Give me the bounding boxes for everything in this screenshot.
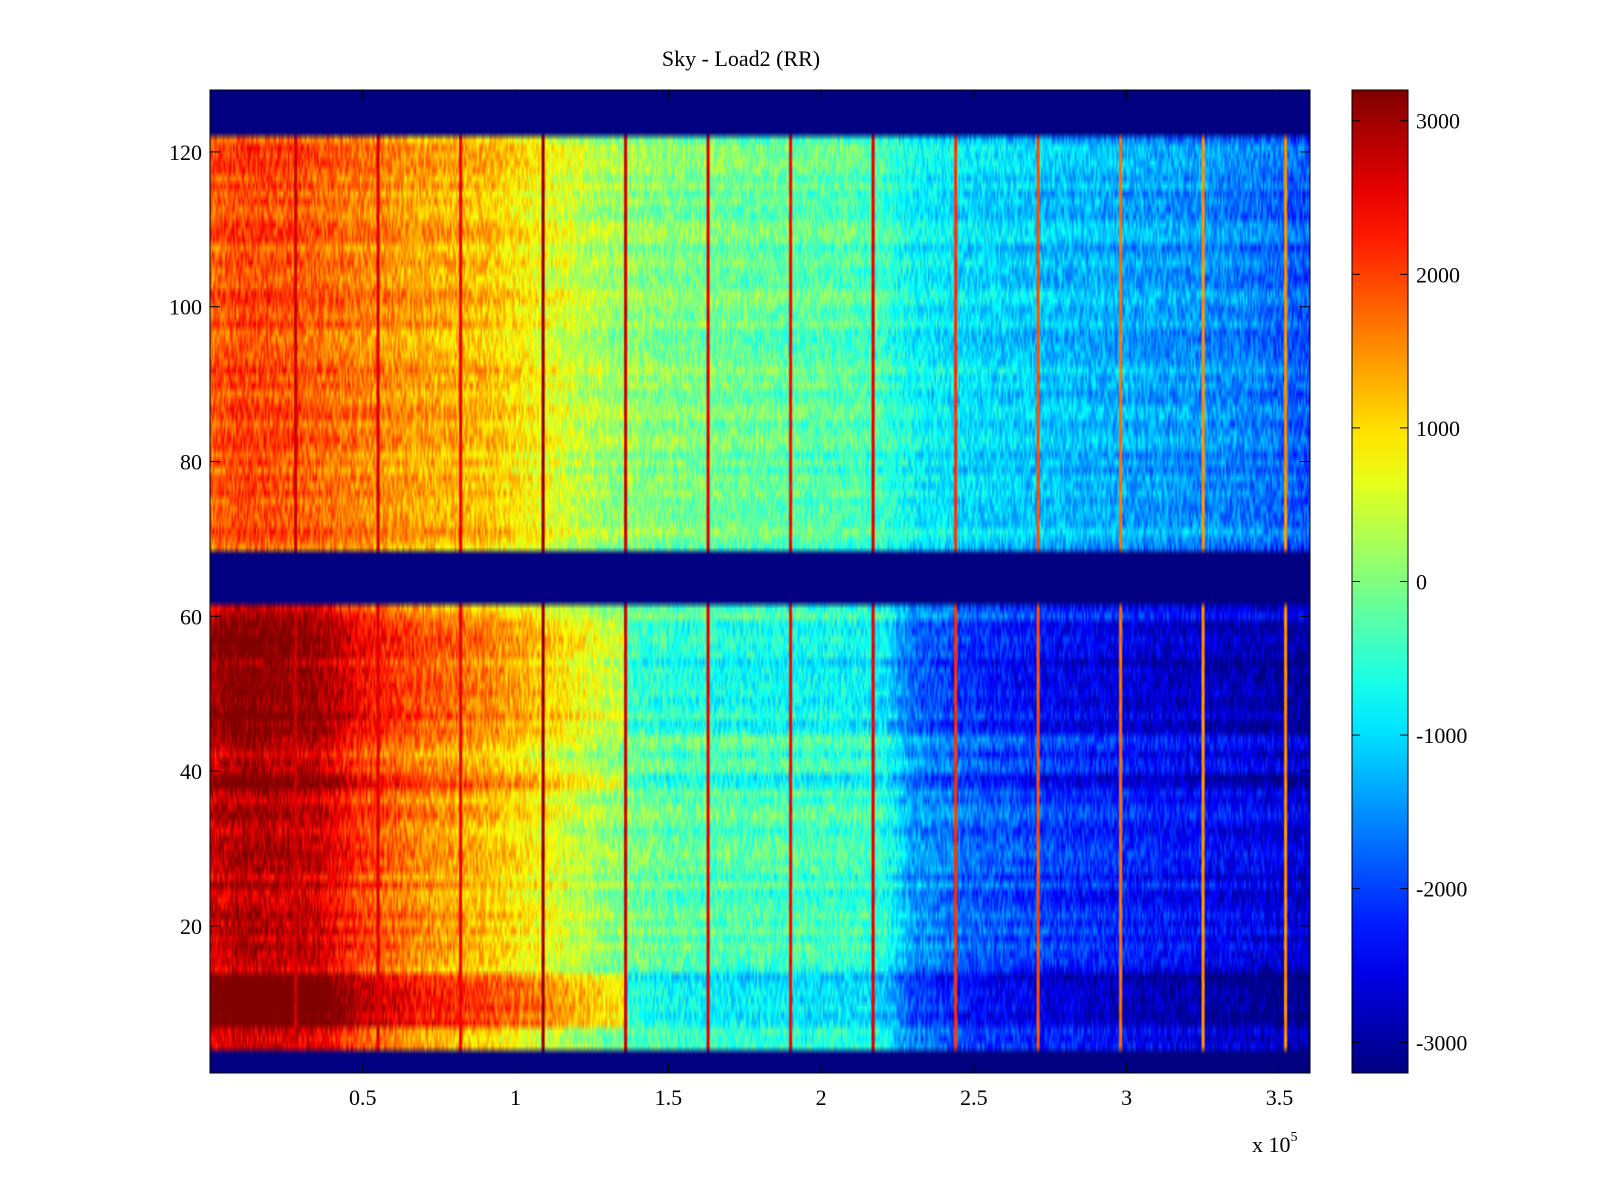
plot-frame: [209, 89, 1311, 1074]
x-tick-label: 1: [510, 1085, 521, 1110]
y-tick-label: 40: [180, 759, 202, 784]
plot-area: [209, 89, 1311, 1074]
x-multiplier-exponent: 5: [1291, 1130, 1298, 1145]
x-tick-label: 3: [1121, 1085, 1132, 1110]
x-axis: 0.5 1 1.5 2 2.5 3 3.5: [349, 90, 1293, 1110]
x-tick-label: 3.5: [1266, 1085, 1294, 1110]
colorbar-tick-label: 2000: [1416, 262, 1460, 287]
x-tick-label: 0.5: [349, 1085, 377, 1110]
y-axis: 20 40 60 80 100 120: [169, 140, 1310, 939]
y-tick-label: 60: [180, 604, 202, 629]
x-tick-label: 1.5: [655, 1085, 683, 1110]
colorbar-tick-label: 3000: [1416, 109, 1460, 134]
colorbar-tick-label: -3000: [1416, 1030, 1467, 1055]
x-multiplier-label: x 105: [1252, 1130, 1298, 1157]
colorbar-ticks: 3000 2000 1000 0 -1000 -2000 -3000: [1352, 109, 1467, 1055]
heatmap-image: [210, 90, 1310, 1073]
x-tick-label: 2: [816, 1085, 827, 1110]
x-tick-label: 2.5: [960, 1085, 988, 1110]
y-tick-label: 120: [169, 140, 202, 165]
colorbar-gradient: [1352, 90, 1408, 1073]
colorbar-tick-label: -2000: [1416, 877, 1467, 902]
colorbar-tick-label: 0: [1416, 570, 1427, 595]
y-tick-label: 20: [180, 914, 202, 939]
y-tick-label: 80: [180, 450, 202, 475]
chart-title: Sky - Load2 (RR): [662, 46, 820, 71]
colorbar: 3000 2000 1000 0 -1000 -2000 -3000: [1351, 89, 1467, 1074]
colorbar-tick-label: 1000: [1416, 416, 1460, 441]
y-tick-label: 100: [169, 295, 202, 320]
colorbar-tick-label: -1000: [1416, 723, 1467, 748]
